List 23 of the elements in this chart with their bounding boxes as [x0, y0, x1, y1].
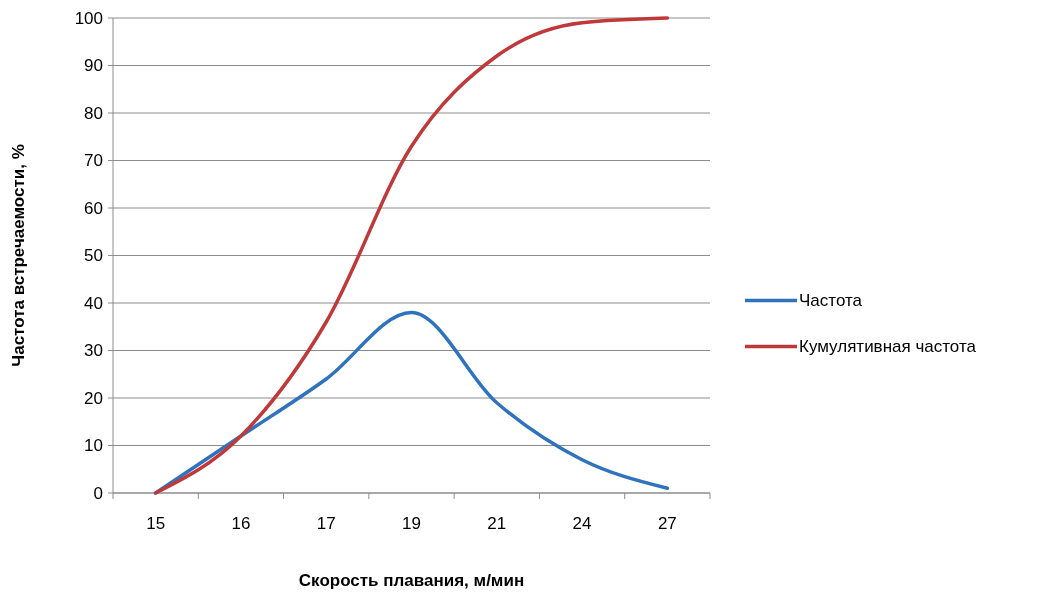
y-tick-label: 90: [84, 56, 103, 76]
y-tick-label: 100: [74, 8, 103, 28]
x-tick-label: 19: [402, 514, 421, 533]
y-tick-label: 10: [84, 436, 103, 456]
x-tick-label: 27: [657, 514, 677, 533]
x-tick-label: 16: [231, 514, 251, 533]
y-tick-label: 50: [84, 246, 103, 266]
x-axis-title: Скорость плавания, м/мин: [298, 571, 525, 590]
x-tick-label: 15: [146, 514, 166, 533]
x-tick-label: 21: [487, 514, 507, 533]
y-tick-label: 30: [84, 341, 103, 361]
y-tick-label: 0: [93, 483, 103, 503]
line-series: [153, 16, 670, 495]
x-tick-label: 17: [316, 514, 336, 533]
y-tick-label: 20: [84, 388, 103, 408]
x-tick-label: 24: [572, 514, 592, 533]
y-tick-label: 60: [84, 198, 103, 218]
y-axis-title: Частота встречаемости, %: [9, 144, 28, 367]
y-tick-label: 80: [84, 103, 103, 123]
y-tick-label: 40: [84, 293, 103, 313]
y-tick-label: 70: [84, 151, 103, 171]
legend-label: Частота: [799, 291, 863, 311]
legend-label: Кумулятивная частота: [799, 337, 977, 357]
